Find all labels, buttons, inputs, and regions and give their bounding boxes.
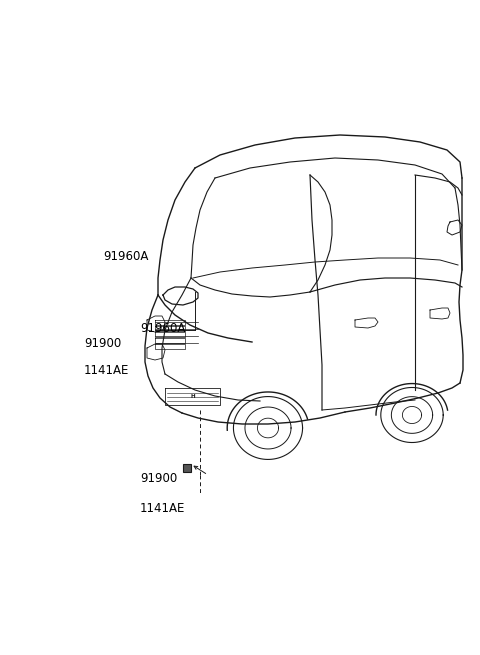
Text: 91900: 91900 <box>140 472 177 485</box>
Text: 91960A: 91960A <box>103 250 149 263</box>
Text: H: H <box>191 394 195 398</box>
Text: 91960A: 91960A <box>140 322 185 335</box>
Text: 1141AE: 1141AE <box>140 502 185 514</box>
Text: 91900: 91900 <box>84 337 121 350</box>
Text: 1141AE: 1141AE <box>84 364 130 377</box>
Bar <box>183 464 191 472</box>
